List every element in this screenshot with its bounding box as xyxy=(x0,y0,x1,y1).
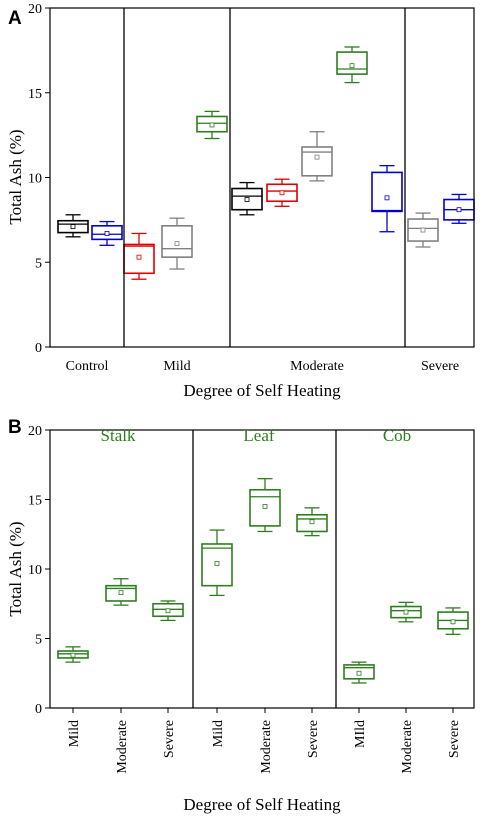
panel-b-box-5 xyxy=(249,477,281,533)
panel-a-box-6 xyxy=(231,181,263,216)
panel-a-box-11 xyxy=(407,212,439,248)
panel-a-box-7-mean-marker xyxy=(279,190,285,196)
panel-a-box-1 xyxy=(57,214,89,238)
panel-b-category-label: Mild xyxy=(211,720,226,747)
panel-b-box-4-mean-marker xyxy=(214,561,220,566)
panel-b-group-stalk: Stalk xyxy=(101,426,136,445)
panel-b-box-3-mean-marker xyxy=(165,608,171,614)
panel-b-box-2 xyxy=(105,578,137,606)
panel-b-box-3 xyxy=(152,600,184,622)
panel-b-y-axis-title: Total Ash (%) xyxy=(6,521,25,616)
panel-b-category-label: Severe xyxy=(306,720,321,758)
panel-a-box-9-iqr-box xyxy=(336,51,368,75)
panel-b-y-tick-label: 20 xyxy=(28,424,42,439)
panel-a-box-3-mean-marker xyxy=(136,254,142,260)
panel-a-box-5-mean-marker xyxy=(209,122,215,128)
panel-a-box-1-mean-marker xyxy=(70,224,76,230)
panel-a-y-axis-title: Total Ash (%) xyxy=(6,129,25,224)
panel-b-box-8 xyxy=(390,601,422,623)
panel-a-category-severe: Severe xyxy=(421,359,459,374)
panel-b-category-label: Moderate xyxy=(259,720,274,774)
panel-a-box-7 xyxy=(266,178,298,207)
panel-a-category-mild: Mild xyxy=(163,359,190,374)
panel-b-box-9-mean-marker xyxy=(450,619,456,625)
panel-b-x-axis-title: Degree of Self Heating xyxy=(183,795,341,814)
panel-b-box-4 xyxy=(201,529,233,597)
panel-a-box-5 xyxy=(196,110,228,140)
panel-b-category-label: Severe xyxy=(447,720,462,758)
panel-b-box-2-mean-marker xyxy=(118,590,124,596)
panel-a-box-9-mean-marker xyxy=(349,63,355,69)
panel-a-y-tick-label: 0 xyxy=(35,341,42,356)
panel-a-box-3 xyxy=(123,232,155,280)
panel-b-y-tick-label: 10 xyxy=(28,563,42,578)
panel-a-y-tick-label: 5 xyxy=(35,256,42,271)
panel-b-category-label: Mild xyxy=(67,720,82,747)
panel-a-box-8 xyxy=(301,131,333,182)
panel-a-box-2-mean-marker xyxy=(104,231,110,236)
panel-a-box-4-mean-marker xyxy=(174,241,180,247)
panel-a-y-tick-label: 15 xyxy=(28,87,42,102)
panel-b-y-tick-label: 5 xyxy=(35,633,42,648)
panel-b-y-tick-label: 0 xyxy=(35,702,42,717)
panel-a-box-8-mean-marker xyxy=(314,154,320,160)
panel-a-label: A xyxy=(8,8,22,29)
panel-a-box-2 xyxy=(91,220,123,246)
panel-b-label: B xyxy=(8,417,22,438)
panel-b-box-5-mean-marker xyxy=(262,504,268,509)
panel-a-box-6-mean-marker xyxy=(244,197,250,202)
panel-b: B 0 5 10 15 20 Stalk Leaf Cob Mild Moderate Se… xyxy=(6,417,475,814)
panel-b-category-label: MIld xyxy=(353,720,368,748)
panel-b-group-cob: Cob xyxy=(383,426,411,445)
panel-a-box-8-iqr-box xyxy=(301,146,333,177)
panel-a-y-tick-label: 20 xyxy=(28,2,42,17)
panel-b-box-9 xyxy=(437,607,469,635)
panel-a-box-10-mean-marker xyxy=(384,195,390,201)
panel-b-category-label: Moderate xyxy=(115,720,130,774)
panel-a-box-10 xyxy=(371,164,403,233)
panel-b-box-6 xyxy=(296,507,328,537)
panel-a-box-12-mean-marker xyxy=(456,207,462,213)
panel-b-category-label: Severe xyxy=(162,720,177,758)
panel-a-category-control: Control xyxy=(66,359,109,374)
panel-a-box-10-iqr-box xyxy=(371,171,403,213)
panel-a-box-9 xyxy=(336,46,368,84)
panel-b-frame xyxy=(49,429,475,709)
panel-b-box-1-mean-marker xyxy=(70,652,76,658)
panel-a-box-12 xyxy=(443,193,475,224)
panel-a-frame xyxy=(49,7,475,348)
panel-b-box-1 xyxy=(57,646,89,663)
panel-b-group-leaf: Leaf xyxy=(243,426,274,445)
panel-b-box-6-mean-marker xyxy=(309,519,315,525)
panel-a-box-4 xyxy=(161,217,193,270)
panel-a-x-axis-title: Degree of Self Heating xyxy=(183,381,341,400)
panel-a-y-tick-label: 10 xyxy=(28,172,42,187)
panel-b-box-8-mean-marker xyxy=(403,609,409,615)
panel-b-box-7-mean-marker xyxy=(356,670,362,676)
panel-b-category-label: Moderate xyxy=(400,720,415,774)
panel-b-box-7 xyxy=(343,661,375,684)
panel-a-category-moderate: Moderate xyxy=(290,359,344,374)
panel-b-y-tick-label: 15 xyxy=(28,494,42,509)
panel-a-box-11-mean-marker xyxy=(420,227,426,233)
